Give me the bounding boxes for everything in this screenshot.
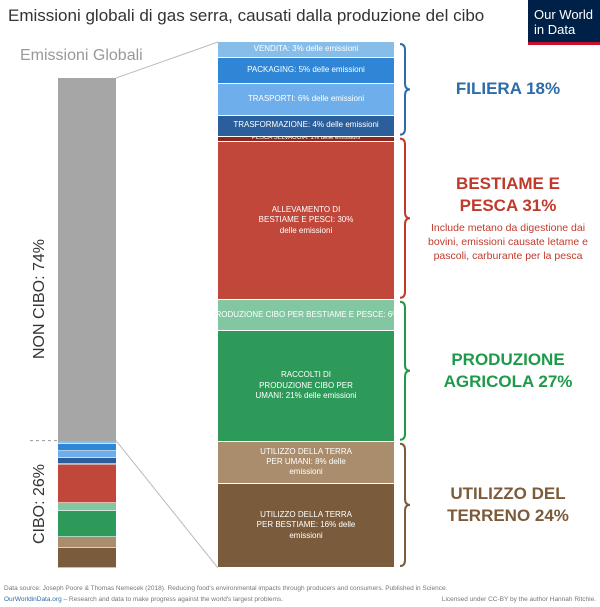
food-mini-segment	[58, 537, 116, 548]
brace	[399, 300, 411, 441]
non-food-bar	[58, 78, 116, 441]
group-label: BESTIAME E PESCA 31%	[456, 173, 560, 215]
food-mini-segment	[58, 464, 116, 504]
connector	[115, 440, 219, 569]
segment: TRASFORMAZIONE: 4% delle emissioni	[218, 115, 394, 137]
segment: UTILIZZO DELLA TERRA PER UMANI: 8% delle…	[218, 441, 394, 484]
logo-line: Our World	[534, 7, 593, 22]
source: Data source: Joseph Poore & Thomas Nemec…	[4, 585, 448, 592]
brace	[399, 137, 411, 299]
segment: UTILIZZO DELLA TERRA PER BESTIAME: 16% d…	[218, 483, 394, 568]
group-label: FILIERA 18%	[455, 79, 561, 99]
food-mini-segment	[58, 503, 116, 511]
logo: Our World in Data	[528, 0, 600, 45]
segment: PESCA SELVAGGIA: 1% delle emissioni	[218, 136, 394, 142]
group: PRODUZIONE AGRICOLA 27%	[418, 300, 598, 442]
segment: RACCOLTI DI PRODUZIONE CIBO PER BESTIAME…	[218, 299, 394, 332]
connector	[115, 41, 219, 79]
food-mini-segment	[58, 450, 116, 459]
brace	[399, 442, 411, 567]
food-mini-segment	[58, 444, 116, 451]
food-mini-segment	[58, 463, 116, 465]
left-value-label: CIBO: 26%	[31, 464, 48, 545]
segment: PACKAGING: 5% delle emissioni	[218, 57, 394, 85]
site-link[interactable]: OurWorldinData.org	[4, 596, 62, 603]
food-mini-segment	[58, 458, 116, 464]
group: FILIERA 18%	[418, 42, 598, 137]
segment: VENDITA: 3% delle emissioni	[218, 42, 394, 58]
left-value-label: NON CIBO: 74%	[31, 239, 48, 360]
footer-line: OurWorldinData.org – Research and data t…	[4, 596, 283, 603]
segment: RACCOLTI DI PRODUZIONE CIBO PER UMANI: 2…	[218, 331, 394, 442]
tagline: – Research and data to make progress aga…	[63, 596, 283, 603]
group-label: PRODUZIONE AGRICOLA 27%	[443, 349, 573, 391]
group-note: Include metano da digestione dai bovini,…	[428, 222, 588, 263]
license: Licensed under CC-BY by the author Hanna…	[441, 596, 596, 603]
left-title: Emissioni Globali	[20, 47, 143, 64]
group-label: UTILIZZO DEL TERRENO 24%	[447, 483, 569, 525]
food-mini-segment	[58, 510, 116, 538]
title: Emissioni globali di gas serra, causati …	[8, 6, 485, 25]
brace	[399, 43, 411, 136]
group: BESTIAME E PESCA 31% Include metano da di…	[418, 137, 598, 300]
food-mini-segment	[58, 547, 116, 568]
segment: TRASPORTI: 6% delle emissioni	[218, 84, 394, 116]
food-mini-segment	[58, 440, 116, 445]
group: UTILIZZO DEL TERRENO 24%	[418, 442, 598, 568]
logo-line: in Data	[534, 22, 576, 37]
segment: ALLEVAMENTO DI BESTIAME E PESCI: 30% del…	[218, 141, 394, 300]
